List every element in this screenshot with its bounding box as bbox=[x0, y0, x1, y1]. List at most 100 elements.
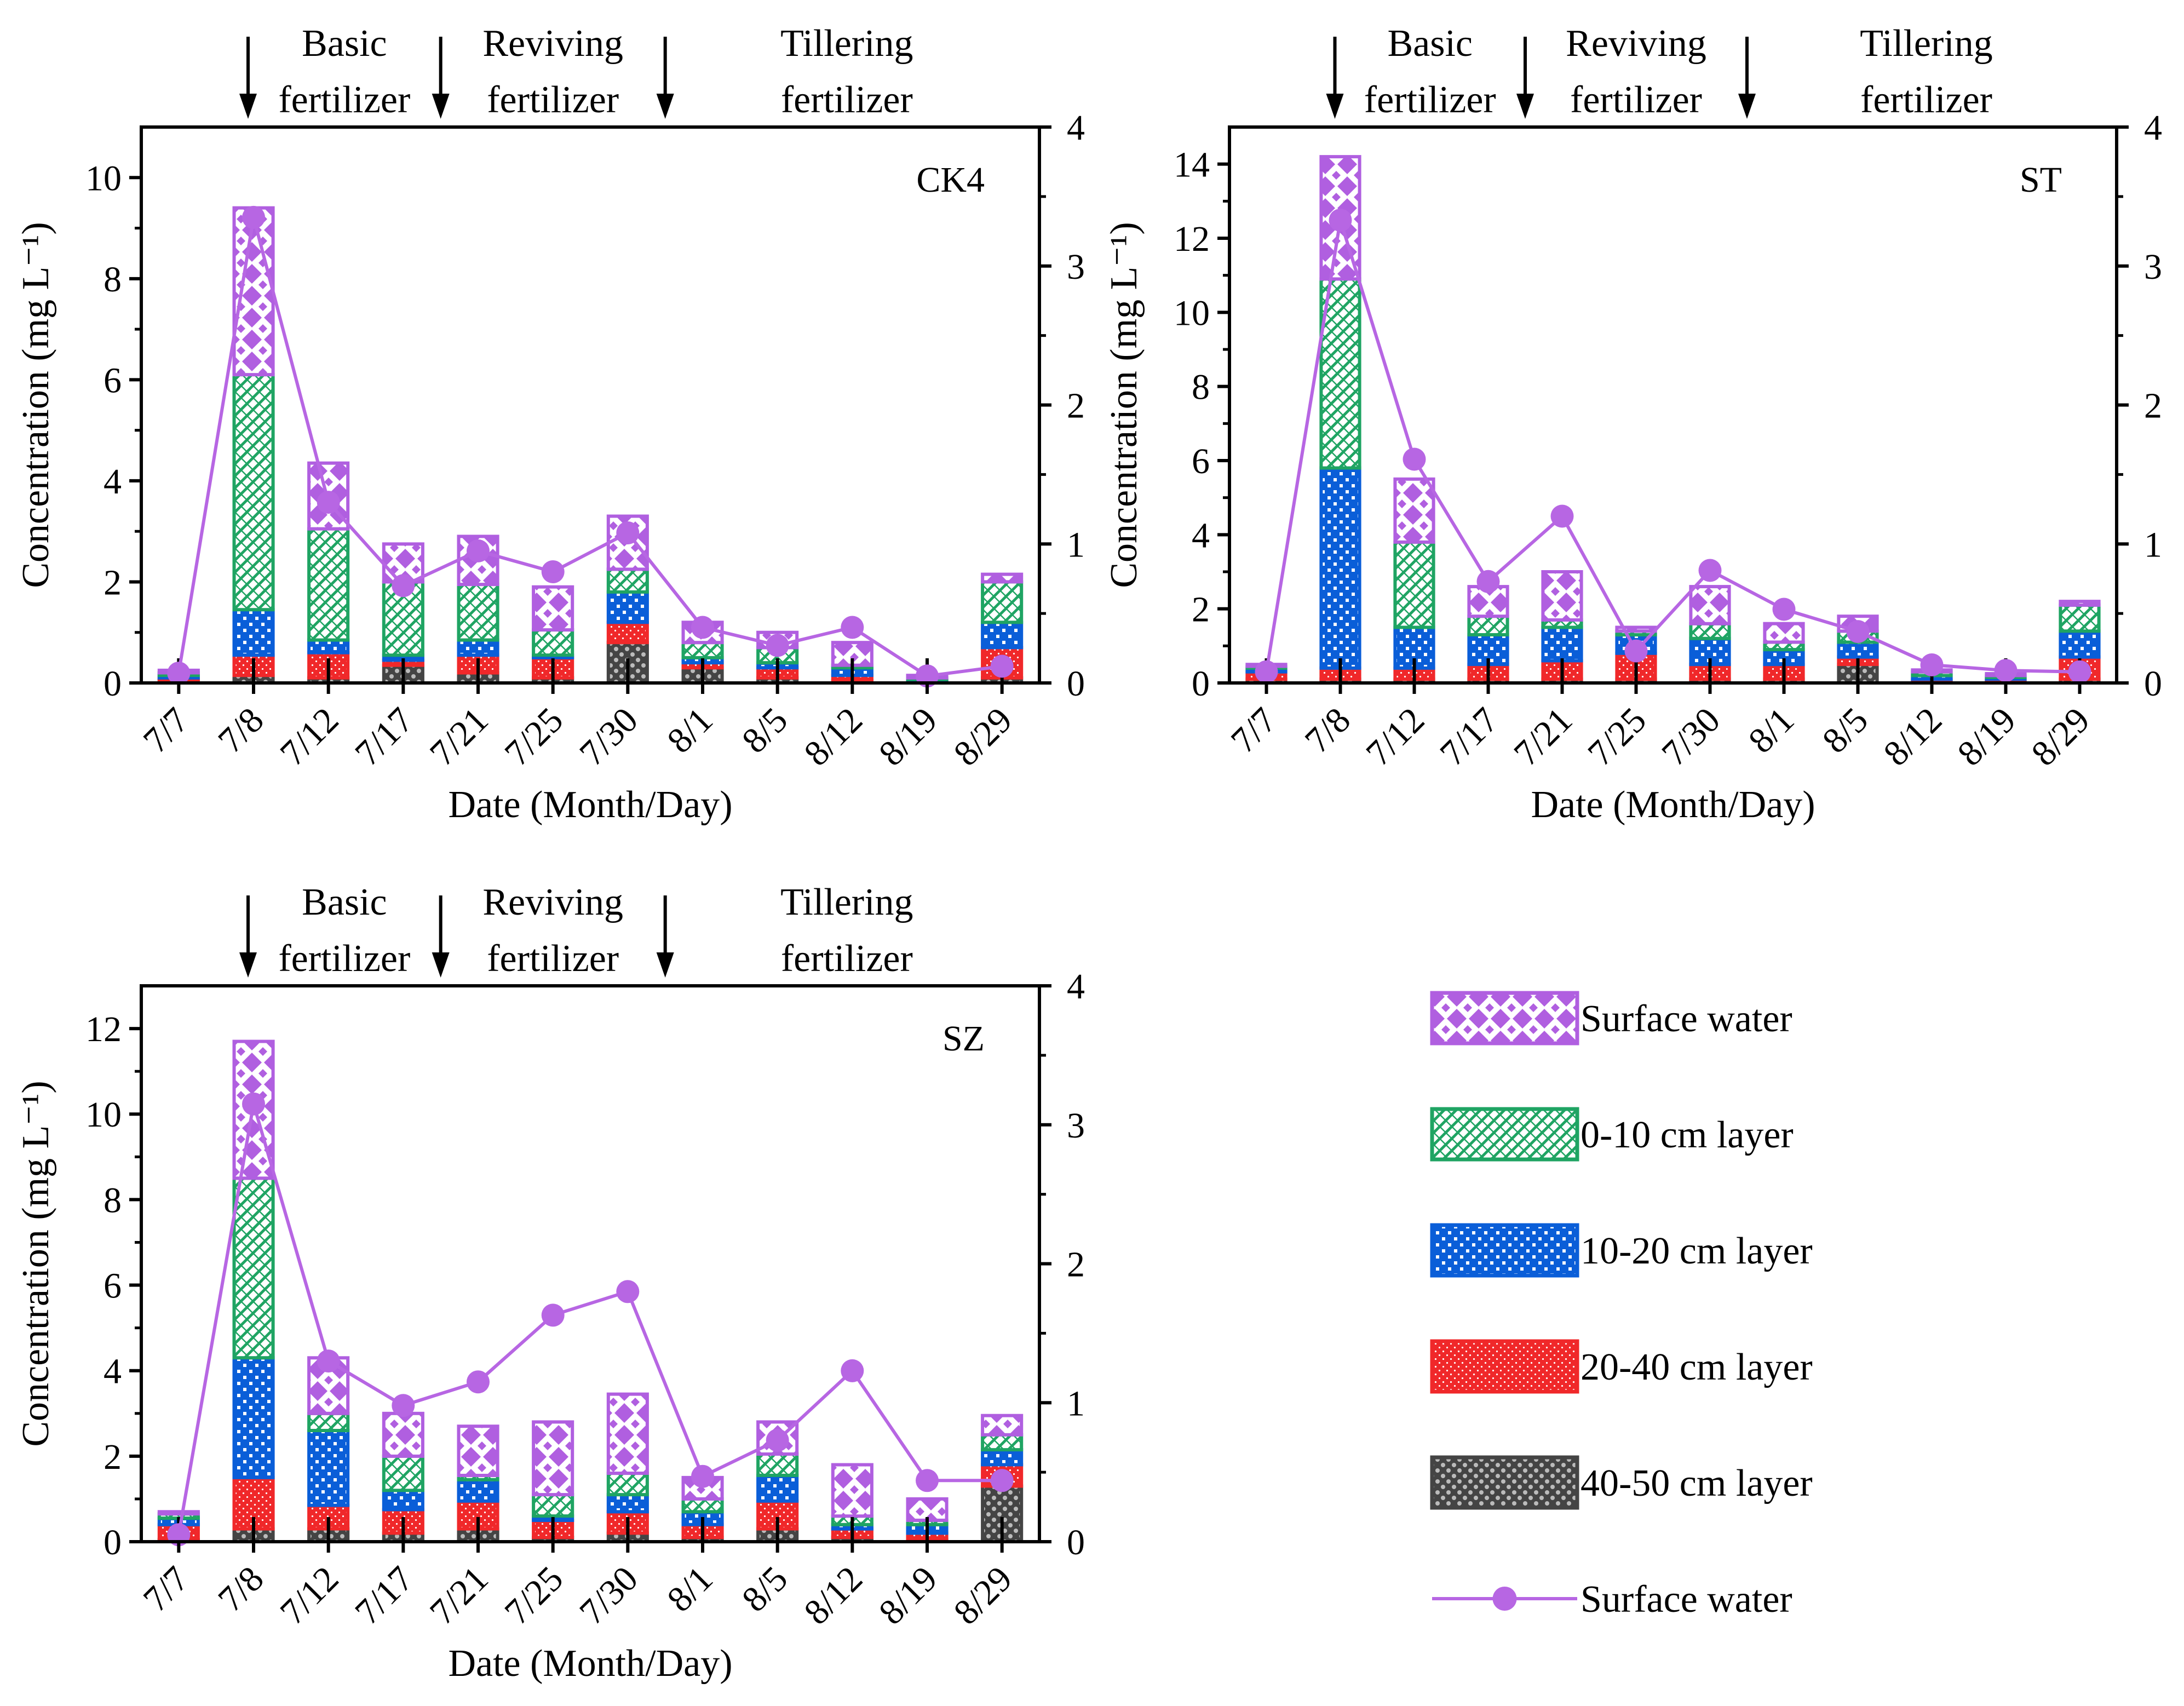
fertilizer-events: Basic fertilizer Reviving fertilizer Tilleri… bbox=[1326, 22, 1993, 121]
bar-0-10-cm-layer-7-12 bbox=[307, 527, 350, 642]
y2-tick-label: 4 bbox=[1067, 108, 1085, 148]
line-point-7-17 bbox=[392, 574, 415, 598]
bar-10-20-cm-layer-7-12 bbox=[307, 1429, 350, 1507]
x-tick-label: 7/8 bbox=[210, 1559, 271, 1619]
line-point-7-7 bbox=[1255, 660, 1278, 683]
line-surface-water bbox=[177, 217, 1003, 678]
legend-item-10-20-cm-layer: 10-20 cm layer bbox=[1430, 1223, 1813, 1278]
line-point-7-8 bbox=[242, 205, 265, 229]
line-point-8-12 bbox=[841, 616, 864, 639]
fertilizer-label-line2: fertilizer bbox=[487, 938, 619, 980]
x-tick-label: 8/12 bbox=[1876, 700, 1950, 774]
x-tick-label: 8/19 bbox=[871, 700, 945, 774]
legend-item-surface-water-line: Surface water bbox=[1432, 1578, 1792, 1621]
x-tick-label: 7/25 bbox=[497, 700, 571, 774]
bar-0-10-cm-layer-8-5 bbox=[756, 1452, 799, 1477]
fertilizer-label-line1: Basic bbox=[1387, 22, 1473, 65]
y-tick-label: 0 bbox=[104, 1523, 122, 1563]
x-tick-label: 7/8 bbox=[210, 700, 271, 761]
fertilizer-label-line1: Tillering bbox=[780, 22, 913, 65]
line-point-8-1 bbox=[1772, 598, 1796, 621]
chart-legend: Surface water 0-10 cm layer 10-20 cm layer… bbox=[1430, 991, 1813, 1621]
legend-label: Surface water bbox=[1580, 1578, 1792, 1621]
legend-swatch bbox=[1430, 1455, 1579, 1510]
line-point-8-5 bbox=[766, 1428, 789, 1452]
line-point-7-21 bbox=[1550, 504, 1574, 528]
fertilizer-label-line1: Basic bbox=[302, 22, 387, 65]
x-tick-label: 8/12 bbox=[796, 1559, 870, 1633]
bar-10-20-cm-layer-8-29 bbox=[981, 621, 1024, 650]
bar-10-20-cm-layer-7-30 bbox=[606, 1493, 649, 1514]
line-point-7-30 bbox=[1698, 559, 1722, 582]
x-tick-label: 8/5 bbox=[734, 700, 795, 761]
y2-tick-label: 2 bbox=[1067, 386, 1085, 426]
bar-20-40-cm-layer-7-30 bbox=[606, 621, 649, 645]
line-point-7-12 bbox=[1403, 447, 1426, 471]
y2-tick-label: 3 bbox=[1067, 1106, 1085, 1146]
x-tick-label: 8/19 bbox=[871, 1559, 945, 1633]
fertilizer-label-line1: Tillering bbox=[1860, 22, 1992, 65]
y-tick-label: 6 bbox=[1192, 441, 1210, 481]
x-tick-label: 7/17 bbox=[347, 700, 421, 774]
line-surface-water bbox=[1265, 220, 2080, 674]
fertilizer-label-line1: Reviving bbox=[482, 881, 623, 923]
x-tick-label: 8/19 bbox=[1950, 700, 2024, 774]
line-point-7-8 bbox=[1329, 209, 1352, 232]
line-point-7-12 bbox=[317, 491, 340, 514]
line-point-7-25 bbox=[541, 1303, 565, 1327]
panel-title: ST bbox=[2020, 160, 2062, 200]
x-tick-label: 7/30 bbox=[572, 700, 646, 774]
y-tick-label: 4 bbox=[104, 1352, 122, 1392]
y-tick-label: 2 bbox=[104, 1437, 122, 1477]
fertilizer-arrow-head bbox=[239, 94, 257, 119]
bar-stacks bbox=[1245, 155, 2101, 685]
x-tick-label: 8/1 bbox=[659, 700, 720, 761]
bar-0-10-cm-layer-7-25 bbox=[532, 628, 574, 657]
fertilizer-label-line2: fertilizer bbox=[278, 79, 410, 121]
y-tick-label: 10 bbox=[85, 1095, 122, 1135]
bar-surface-water-7-12 bbox=[1393, 477, 1435, 544]
bar-surface-water-8-29 bbox=[981, 572, 1024, 584]
plot-frame bbox=[140, 984, 1041, 1543]
fertilizer-events: Basic fertilizer Reviving fertilizer Tilleri… bbox=[239, 22, 913, 121]
line-point-8-12 bbox=[841, 1359, 864, 1382]
y2-tick-label: 0 bbox=[2144, 664, 2162, 704]
panel-title: SZ bbox=[942, 1019, 985, 1059]
y2-tick-label: 4 bbox=[2144, 108, 2162, 148]
y2-tick-label: 2 bbox=[1067, 1245, 1085, 1285]
x-tick-label: 7/21 bbox=[422, 700, 496, 774]
fertilizer-arrow-head bbox=[656, 94, 674, 119]
line-surface-water bbox=[177, 1103, 1002, 1535]
line-point-8-29 bbox=[990, 1469, 1014, 1492]
bar-10-20-cm-layer-8-29 bbox=[981, 1448, 1024, 1467]
bar-0-10-cm-layer-7-8 bbox=[1319, 277, 1361, 470]
y-tick-label: 10 bbox=[85, 158, 122, 198]
y-axis-title: Concentration (mg L⁻¹) bbox=[1103, 222, 1145, 588]
y-axis-title: Concentration (mg L⁻¹) bbox=[15, 222, 57, 588]
fertilizer-label-line1: Reviving bbox=[482, 22, 623, 65]
fertilizer-label-line2: fertilizer bbox=[278, 938, 410, 980]
bar-10-20-cm-layer-7-8 bbox=[232, 608, 275, 657]
legend-label: 20-40 cm layer bbox=[1580, 1346, 1813, 1388]
y-tick-label: 0 bbox=[1192, 664, 1210, 704]
legend-swatch bbox=[1430, 1107, 1579, 1162]
bar-stacks bbox=[157, 206, 1024, 685]
y-tick-label: 6 bbox=[104, 1266, 122, 1306]
bar-10-20-cm-layer-7-21 bbox=[457, 638, 499, 657]
bar-10-20-cm-layer-7-12 bbox=[307, 638, 350, 654]
fertilizer-arrow-head bbox=[1326, 94, 1344, 119]
line-point-8-5 bbox=[1846, 620, 1870, 644]
y-tick-label: 8 bbox=[104, 260, 122, 300]
bar-10-20-cm-layer-8-5 bbox=[1837, 640, 1879, 659]
bar-0-10-cm-layer-7-8 bbox=[232, 373, 275, 612]
line-point-7-17 bbox=[392, 1394, 415, 1417]
x-tick-label: 7/7 bbox=[136, 1559, 197, 1619]
line-point-8-12 bbox=[1920, 653, 1944, 676]
bar-surface-water-8-1 bbox=[1763, 622, 1805, 644]
y-tick-label: 2 bbox=[1192, 590, 1210, 630]
x-axis-title: Date (Month/Day) bbox=[448, 1642, 732, 1685]
